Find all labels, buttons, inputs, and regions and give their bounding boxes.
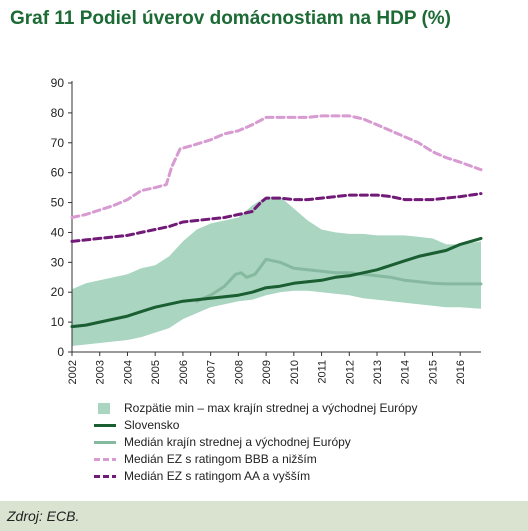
series-median-bbb [70, 114, 483, 219]
legend-item-median-bbb: Medián EZ s ratingom BBB a nižším [92, 451, 512, 468]
legend-label-median-aa: Medián EZ s ratingom AA a vyšším [124, 469, 311, 483]
legend-label-slovensko: Slovensko [124, 418, 180, 432]
legend-label-median-cee: Medián krajín strednej a východnej Európ… [124, 435, 351, 449]
x-tick-label: 2009 [261, 360, 273, 384]
y-tick-label: 0 [57, 345, 64, 359]
x-tick-label: 2016 [455, 360, 467, 384]
x-tick-label: 2010 [289, 360, 301, 384]
y-tick-label: 60 [51, 166, 65, 180]
x-tick-label: 2013 [372, 360, 384, 384]
x-tick-label: 2012 [344, 360, 356, 384]
x-tick-label: 2007 [206, 360, 218, 384]
x-tick-label: 2002 [67, 360, 79, 384]
y-tick-label: 80 [51, 106, 65, 120]
legend-item-median-cee: Medián krajín strednej a východnej Európ… [92, 434, 512, 451]
legend-swatch-median-aa [94, 475, 116, 478]
x-tick-label: 2003 [95, 360, 107, 384]
legend-item-median-aa: Medián EZ s ratingom AA a vyšším [92, 468, 512, 485]
series-median-aa [70, 192, 483, 243]
y-tick-label: 30 [51, 255, 65, 269]
legend-swatch-median-cee [94, 441, 116, 444]
x-tick-label: 2008 [233, 360, 245, 384]
y-tick-label: 90 [51, 76, 65, 90]
x-tick-label: 2005 [150, 360, 162, 384]
legend-swatch-slovensko [94, 424, 116, 427]
y-tick-label: 50 [51, 196, 65, 210]
series-median-cee [195, 257, 483, 303]
legend-swatch-median-bbb [94, 458, 116, 461]
source-footer: Zdroj: ECB. [0, 501, 528, 531]
legend-label-median-bbb: Medián EZ s ratingom BBB a nižším [124, 452, 317, 466]
y-tick-label: 40 [51, 225, 65, 239]
y-tick-label: 70 [51, 136, 65, 150]
legend-item-band: Rozpätie min – max krajín strednej a výc… [92, 400, 512, 417]
chart-title: Graf 11 Podiel úverov domácnostiam na HD… [10, 8, 451, 29]
series-slovensko [70, 236, 483, 329]
chart-legend: Rozpätie min – max krajín strednej a výc… [92, 400, 512, 485]
y-tick-label: 10 [51, 315, 65, 329]
source-note: Zdroj: ECB. [7, 508, 80, 524]
y-tick-label: 20 [51, 285, 65, 299]
x-tick-label: 2015 [427, 360, 439, 384]
x-tick-label: 2004 [122, 360, 134, 384]
x-tick-label: 2014 [400, 360, 412, 384]
legend-swatch-band [98, 403, 110, 414]
legend-item-slovensko: Slovensko [92, 417, 512, 434]
band-min-max [72, 196, 481, 346]
chart-plot: 0 10 20 30 40 50 60 70 80 90 2002 2003 2004 2005 2006 2… [51, 76, 483, 384]
x-tick-label: 2011 [317, 360, 329, 384]
legend-label-band: Rozpätie min – max krajín strednej a výc… [124, 401, 418, 415]
x-tick-label: 2006 [178, 360, 190, 384]
